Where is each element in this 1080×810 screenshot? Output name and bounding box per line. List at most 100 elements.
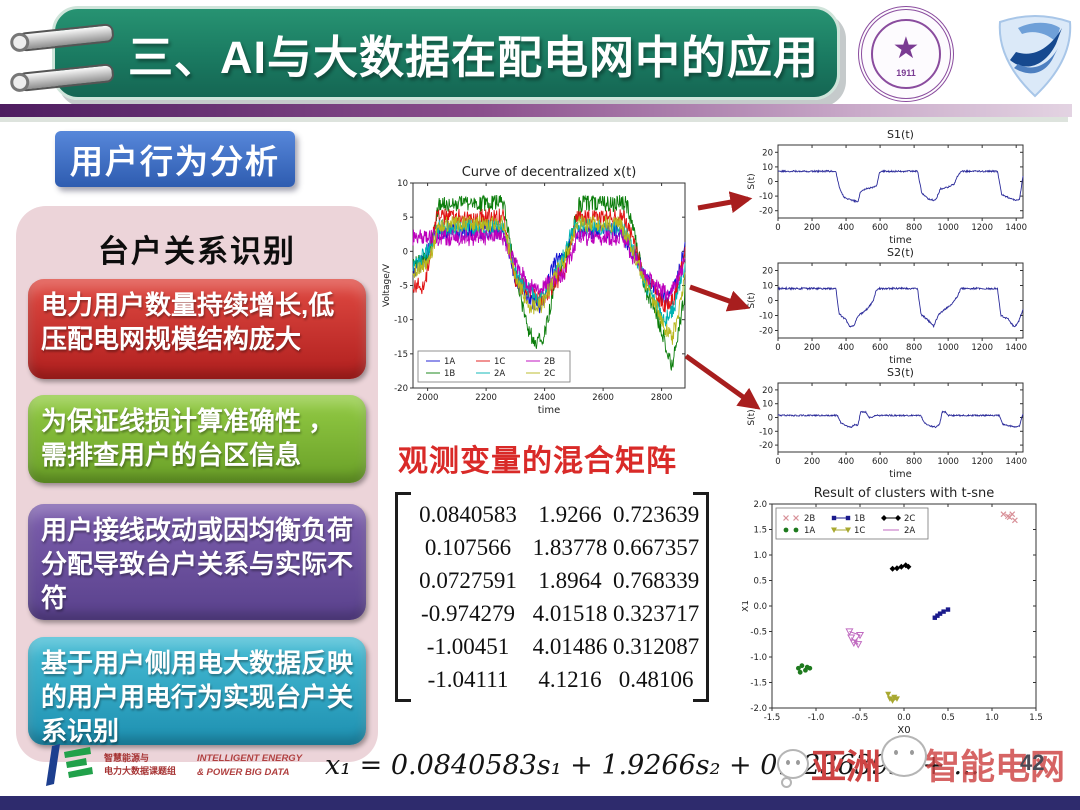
svg-text:S(t): S(t) [747, 173, 757, 189]
info-box-purple: 用户接线改动或因均衡负荷分配导致台户关系与实际不符 [28, 504, 366, 620]
svg-text:20: 20 [762, 386, 773, 396]
matrix-cell: 0.768339 [613, 567, 700, 593]
svg-text:-1.5: -1.5 [764, 713, 781, 723]
svg-text:1400: 1400 [1005, 457, 1027, 467]
chart-curve-decentralized-xt: 2000 2200 2400 2600 2800 10 5 0 -5 -10 -15 -20 Curve… [375, 158, 705, 416]
svg-text:-0.5: -0.5 [750, 628, 767, 638]
svg-text:10: 10 [762, 282, 773, 292]
svg-text:20: 20 [762, 267, 773, 277]
svg-text:-1.5: -1.5 [750, 679, 767, 689]
svg-text:-10: -10 [759, 312, 773, 322]
matrix-cell: 0.0840583 [419, 501, 517, 527]
svg-text:1200: 1200 [971, 457, 993, 467]
matrix-cell: 0.667357 [613, 534, 700, 560]
svg-text:Curve of decentralized x(t): Curve of decentralized x(t) [462, 165, 637, 180]
matrix-cell: 1.83778 [532, 534, 608, 560]
svg-text:20: 20 [762, 148, 773, 158]
svg-text:1400: 1400 [1005, 343, 1027, 353]
wechat-bubble-dot-icon [781, 777, 792, 788]
binder-clip-icon [8, 20, 123, 100]
svg-text:400: 400 [838, 343, 854, 353]
svg-text:1.5: 1.5 [753, 526, 767, 536]
tsinghua-year: 1911 [896, 68, 916, 79]
svg-text:-20: -20 [759, 327, 773, 337]
svg-text:0: 0 [768, 178, 773, 188]
svg-text:2600: 2600 [592, 393, 614, 403]
svg-text:1400: 1400 [1005, 223, 1027, 233]
header-divider [0, 104, 1072, 117]
bottom-bar [0, 796, 1080, 810]
svg-text:S(t): S(t) [747, 409, 757, 425]
svg-text:-1.0: -1.0 [750, 653, 767, 663]
matrix-title: 观测变量的混合矩阵 [398, 445, 677, 478]
matrix-bracket-right [693, 492, 709, 702]
svg-text:S1(t): S1(t) [887, 128, 914, 141]
footer-logo-en-line2: & POWER BIG DATA [197, 766, 290, 778]
svg-text:1.5: 1.5 [1029, 713, 1043, 723]
svg-text:1200: 1200 [971, 343, 993, 353]
svg-text:2B: 2B [544, 357, 555, 367]
svg-text:2800: 2800 [651, 393, 673, 403]
page-number: 42 [1020, 750, 1045, 775]
matrix-cell: 0.723639 [613, 501, 700, 527]
svg-text:-10: -10 [759, 192, 773, 202]
matrix-cell: 0.48106 [618, 666, 694, 692]
svg-text:-0.5: -0.5 [852, 713, 869, 723]
svg-text:-15: -15 [394, 350, 408, 360]
matrix-cell: -1.04111 [427, 666, 509, 692]
svg-text:400: 400 [838, 223, 854, 233]
svg-text:-20: -20 [759, 207, 773, 217]
svg-text:1C: 1C [494, 357, 505, 367]
star-icon: ★ [892, 31, 920, 65]
info-box-teal: 基于用户侧用电大数据反映的用户用电行为实现台户关系识别 [28, 637, 366, 746]
slide-title: 三、AI与大数据在配电网中的应用 [127, 31, 819, 83]
binder-clip-icon [17, 23, 115, 52]
svg-text:-10: -10 [394, 316, 408, 326]
matrix-cell: 0.0727591 [419, 567, 517, 593]
svg-text:2A: 2A [904, 526, 915, 536]
header-divider-shadow [0, 117, 1068, 122]
svg-text:0: 0 [768, 414, 773, 424]
matrix-cell: 0.107566 [424, 534, 512, 560]
svg-text:0: 0 [768, 297, 773, 307]
svg-text:2000: 2000 [417, 393, 439, 403]
tsinghua-logo-inner-ring [871, 19, 941, 89]
watermark-text-right: 智能电网 [925, 748, 1066, 787]
matrix-cell: 1.9266 [538, 501, 602, 527]
svg-text:1A: 1A [444, 357, 455, 367]
svg-text:800: 800 [906, 343, 922, 353]
svg-text:time: time [538, 405, 561, 416]
svg-text:-10: -10 [759, 427, 773, 437]
chart-tsne-clusters: -1.5 -1.0 -0.5 0.0 0.5 1.0 1.5 -2.0 -1.5 -1.0 -0.5… [741, 484, 1062, 742]
svg-text:Voltage/V: Voltage/V [382, 263, 392, 307]
svg-text:1.0: 1.0 [753, 551, 767, 561]
shield-logo-icon [994, 8, 1076, 100]
matrix-cell: 0.312087 [613, 633, 700, 659]
svg-text:1000: 1000 [937, 457, 959, 467]
chart-s1: 0 200 400 600 800 1000 1200 1400 20 10 0 -10 -20 S1(t… [745, 128, 1045, 246]
matrix-grid: 0.0840583 1.9266 0.723639 0.107566 1.837… [409, 498, 699, 696]
svg-text:0.0: 0.0 [897, 713, 911, 723]
svg-text:1B: 1B [444, 369, 455, 379]
wechat-bubble-icon [881, 735, 927, 777]
tsinghua-logo-icon: ★ 1911 [858, 6, 954, 102]
footer-logo-text-en: INTELLIGENT ENERGY & POWER BIG DATA [197, 752, 317, 780]
section-tag-label: 用户行为分析 [70, 143, 280, 180]
footer-logo-mark-icon [46, 744, 93, 786]
svg-text:400: 400 [838, 457, 854, 467]
svg-text:time: time [889, 469, 912, 480]
svg-text:S2(t): S2(t) [887, 248, 914, 259]
svg-text:2C: 2C [544, 369, 555, 379]
matrix-cell: -0.974279 [421, 600, 515, 626]
footer-logo-text-cn: 智慧能源与 电力大数据课题组 [104, 752, 192, 778]
svg-text:0.0: 0.0 [753, 602, 767, 612]
footer-logo: 智慧能源与 电力大数据课题组 INTELLIGENT ENERGY & POWE… [42, 742, 302, 790]
mixing-equation: x₁ = 0.0840583s₁ + 1.9266s₂ + 0.723639s₃… [325, 750, 980, 781]
svg-text:600: 600 [872, 457, 888, 467]
footer-logo-cn-line1: 智慧能源与 [104, 753, 150, 763]
svg-text:time: time [889, 355, 912, 366]
chart-s3: 0 200 400 600 800 1000 1200 1400 20 10 0 -10 -20 S3(t… [745, 366, 1045, 482]
matrix-cell: 4.01486 [532, 633, 608, 659]
svg-text:X0: X0 [897, 725, 910, 736]
svg-text:1C: 1C [854, 526, 865, 536]
